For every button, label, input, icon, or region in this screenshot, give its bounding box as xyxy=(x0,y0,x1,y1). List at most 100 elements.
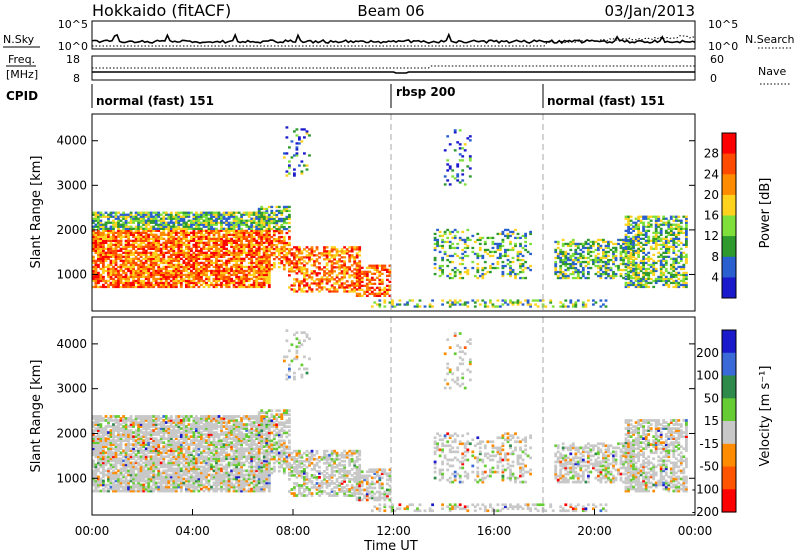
power-cell xyxy=(448,303,452,306)
power-cell xyxy=(446,179,450,182)
power-cell xyxy=(574,266,578,270)
velocity-cell xyxy=(109,441,113,444)
power-cell xyxy=(295,254,299,257)
power-cell xyxy=(185,227,188,230)
power-cell xyxy=(288,262,291,265)
power-cell xyxy=(559,252,563,256)
power-cell xyxy=(355,292,359,295)
power-cell xyxy=(267,247,271,251)
velocity-cell xyxy=(99,459,103,463)
power-cell xyxy=(250,277,254,281)
power-cell xyxy=(272,225,276,229)
power-cell xyxy=(210,271,213,275)
power-cell xyxy=(478,254,482,258)
power-cell xyxy=(375,270,379,273)
power-cell xyxy=(554,268,558,272)
velocity-cell xyxy=(114,489,118,493)
power-cell xyxy=(639,285,643,289)
power-cell xyxy=(654,247,658,250)
power-cell xyxy=(132,257,135,260)
power-cell xyxy=(227,271,231,275)
power-cell xyxy=(672,251,676,254)
power-cell xyxy=(659,273,663,277)
power-cell xyxy=(235,261,238,265)
velocity-cell xyxy=(129,423,133,426)
power-cell xyxy=(599,244,603,248)
power-cell xyxy=(172,239,176,242)
power-cell xyxy=(343,268,346,271)
power-cell xyxy=(200,273,203,277)
power-cell xyxy=(247,227,251,230)
power-cell xyxy=(225,267,228,271)
power-cell xyxy=(114,239,118,242)
power-cell xyxy=(300,290,304,293)
power-cell xyxy=(92,271,95,275)
power-cell xyxy=(147,241,151,244)
power-cell xyxy=(107,275,110,279)
velocity-cell xyxy=(127,463,130,467)
power-cell xyxy=(647,263,651,267)
power-cell xyxy=(667,245,671,248)
velocity-cell xyxy=(129,479,133,483)
power-cell xyxy=(637,283,640,287)
velocity-cell xyxy=(114,449,118,453)
power-cell xyxy=(674,223,678,226)
power-cell xyxy=(604,276,608,280)
velocity-cell xyxy=(112,481,115,485)
velocity-cell xyxy=(97,421,100,424)
power-cell xyxy=(340,286,344,289)
power-cell xyxy=(647,277,651,281)
power-cell xyxy=(574,248,578,252)
power-cell xyxy=(240,219,243,222)
power-cell xyxy=(662,259,666,262)
power-cell xyxy=(604,246,608,250)
power-cell xyxy=(242,259,246,262)
power-cell xyxy=(159,235,163,238)
power-cell xyxy=(624,223,628,226)
power-cell xyxy=(217,237,221,240)
power-cell xyxy=(262,275,266,279)
velocity-cell xyxy=(122,433,125,436)
velocity-cell xyxy=(99,481,103,485)
power-cell xyxy=(215,237,218,240)
power-cell xyxy=(240,251,243,254)
power-cell xyxy=(202,251,206,254)
power-cell xyxy=(355,268,359,271)
power-cell xyxy=(167,229,171,232)
velocity-cell xyxy=(132,455,135,459)
power-cell xyxy=(185,285,188,289)
power-cell xyxy=(112,261,115,265)
power-cell xyxy=(122,259,125,262)
power-cell xyxy=(185,281,188,285)
power-cell xyxy=(107,249,110,252)
power-cell xyxy=(355,252,359,255)
power-cell xyxy=(574,244,578,248)
power-cell xyxy=(664,267,668,271)
power-cell xyxy=(149,257,153,260)
velocity-cell xyxy=(129,463,133,467)
power-cell xyxy=(358,270,362,273)
power-cell xyxy=(250,221,254,224)
power-cell xyxy=(142,223,146,226)
velocity-cell xyxy=(94,465,98,469)
power-cell xyxy=(350,250,354,253)
velocity-cell xyxy=(99,417,103,420)
power-cell xyxy=(451,236,455,240)
power-cell xyxy=(672,215,676,218)
power-cell xyxy=(448,254,452,258)
power-cell xyxy=(195,265,198,269)
power-cell xyxy=(157,247,161,250)
velocity-cell xyxy=(129,489,133,493)
power-cell xyxy=(370,290,374,293)
power-cell xyxy=(290,248,294,251)
power-cell xyxy=(187,243,191,246)
power-cell xyxy=(639,283,643,287)
power-cell xyxy=(107,215,110,218)
power-cell xyxy=(637,285,640,289)
power-cell xyxy=(592,262,595,266)
power-cell xyxy=(217,251,221,254)
power-cell xyxy=(559,305,563,308)
power-cell xyxy=(124,265,128,269)
power-cell xyxy=(129,243,133,246)
power-cell xyxy=(225,279,228,283)
